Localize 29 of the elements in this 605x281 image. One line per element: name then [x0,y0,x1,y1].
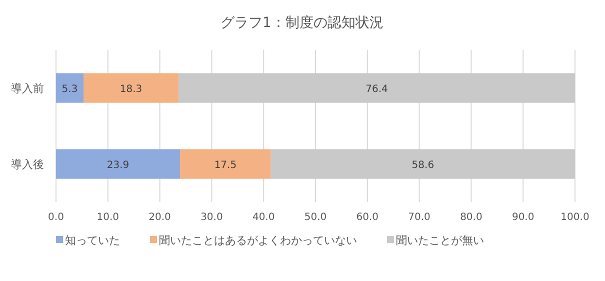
data-label: 17.5 [214,160,237,171]
x-tick-label: 60.0 [356,212,379,223]
x-tick-label: 90.0 [512,212,534,223]
x-tick-label: 30.0 [200,212,223,223]
data-label: 23.9 [106,160,130,171]
y-tick-label: 導入後 [11,158,44,171]
x-tick-label: 40.0 [252,212,275,223]
bar [56,149,180,179]
bar [270,149,575,179]
data-label: 5.3 [62,84,78,95]
bar [180,149,271,179]
x-tick-label: 100.0 [560,212,590,223]
legend-label: 聞いたことが無い [396,234,484,247]
bar [84,73,178,103]
data-label: 76.4 [366,84,388,95]
data-label: 18.3 [120,84,142,95]
x-tick-label: 0.0 [48,212,64,223]
legend-label: 知っていた [65,234,120,247]
x-tick-label: 10.0 [96,212,120,223]
y-tick-label: 導入前 [11,82,44,95]
x-tick-label: 20.0 [148,212,171,223]
legend-label: 聞いたことはあるがよくわかっていない [159,234,357,247]
data-label: 58.6 [412,160,434,171]
x-tick-label: 70.0 [408,212,430,223]
x-tick-label: 50.0 [304,212,327,223]
x-tick-label: 80.0 [460,212,482,223]
chart-title: グラフ1：制度の認知状況 [220,15,384,31]
bar [178,73,575,103]
bar [56,73,84,103]
